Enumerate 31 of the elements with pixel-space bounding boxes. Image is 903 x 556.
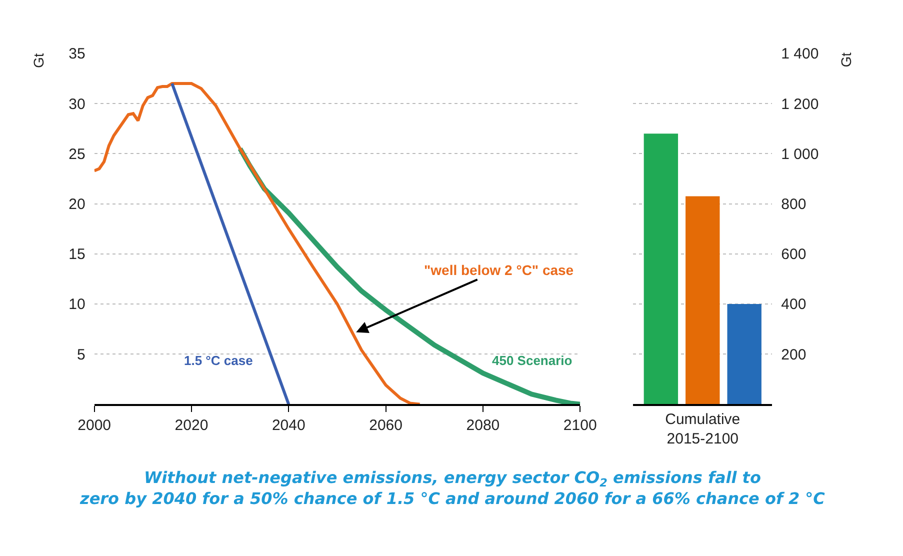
- y-tick-label: 5: [76, 346, 86, 364]
- x-tick-label: 2000: [78, 416, 112, 434]
- y-tick-label: 1 400: [781, 46, 819, 63]
- y-tick-label: 600: [781, 246, 806, 264]
- x-tick-label: 2040: [272, 416, 306, 434]
- series-label: 1.5 °C case: [184, 353, 253, 368]
- x-tick-label: 2060: [369, 416, 402, 434]
- y-tick-label: 200: [781, 346, 806, 364]
- text: Without net-negative emissions, energy sector CO$_{2}$ emissions fall to zero by 2040 for a 50% chance of 1.5 °C and around 2060 for a 66% chance of 2 °C: [79, 468, 826, 508]
- y-tick-label: 20: [68, 196, 86, 214]
- y-axis-title: Gt: [838, 52, 854, 68]
- y-tick-label: 1 000: [781, 146, 819, 163]
- x-tick-label: 2020: [174, 416, 208, 434]
- y-tick-label: 25: [68, 146, 86, 163]
- y-tick-label: 30: [68, 96, 86, 113]
- x-tick-label: Cumulative 2015-2100: [665, 410, 740, 448]
- annotation: "well below 2 °C" case: [424, 262, 574, 278]
- y-tick-label: 15: [68, 246, 86, 264]
- bar: [686, 196, 720, 404]
- series-label: 450 Scenario: [492, 353, 572, 368]
- x-tick-label: 2100: [563, 416, 597, 434]
- y-tick-label: 800: [781, 196, 806, 214]
- y-tick-label: 35: [68, 46, 86, 63]
- x-tick-label: 2080: [466, 416, 500, 434]
- y-tick-label: 1 200: [781, 96, 819, 113]
- y-tick-label: 10: [68, 296, 86, 314]
- y-axis-title: Gt: [30, 53, 46, 68]
- bar: [727, 304, 762, 404]
- bar: [644, 134, 678, 404]
- line-series: [94, 82, 422, 404]
- y-tick-label: 400: [781, 296, 806, 314]
